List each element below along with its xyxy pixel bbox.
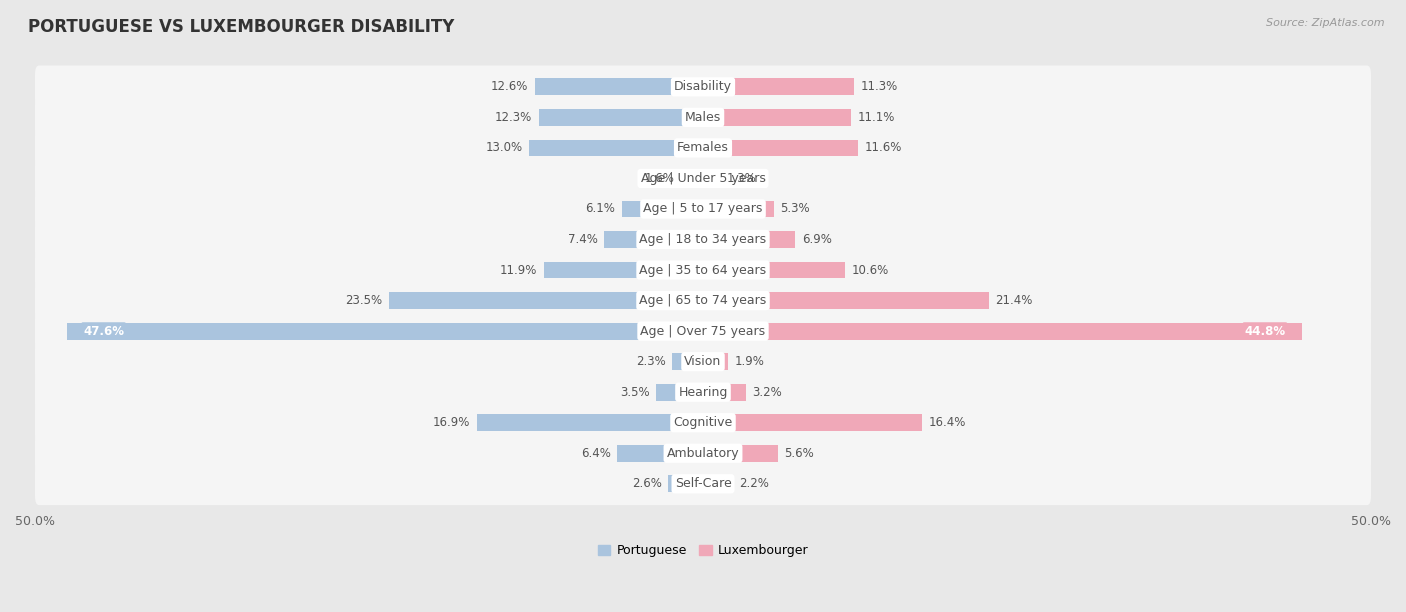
Bar <box>703 262 845 278</box>
Bar <box>617 445 703 461</box>
Bar <box>703 476 733 492</box>
Text: 1.6%: 1.6% <box>645 172 675 185</box>
Bar <box>605 231 703 248</box>
FancyBboxPatch shape <box>35 65 1371 108</box>
FancyBboxPatch shape <box>35 218 1371 261</box>
Bar <box>657 384 703 401</box>
Bar <box>682 170 703 187</box>
Text: Males: Males <box>685 111 721 124</box>
FancyBboxPatch shape <box>35 463 1371 505</box>
Text: 2.6%: 2.6% <box>631 477 662 490</box>
Text: Age | 18 to 34 years: Age | 18 to 34 years <box>640 233 766 246</box>
Bar <box>703 140 858 156</box>
Bar <box>703 353 728 370</box>
FancyBboxPatch shape <box>35 127 1371 170</box>
Text: 23.5%: 23.5% <box>346 294 382 307</box>
Text: Age | Over 75 years: Age | Over 75 years <box>641 324 765 338</box>
Bar <box>703 414 922 431</box>
Bar <box>534 78 703 95</box>
FancyBboxPatch shape <box>35 248 1371 291</box>
Text: Ambulatory: Ambulatory <box>666 447 740 460</box>
Bar <box>67 323 703 340</box>
Text: Females: Females <box>678 141 728 154</box>
Text: 2.2%: 2.2% <box>740 477 769 490</box>
Text: Cognitive: Cognitive <box>673 416 733 429</box>
Text: 5.6%: 5.6% <box>785 447 814 460</box>
Bar <box>529 140 703 156</box>
Text: 6.1%: 6.1% <box>585 203 614 215</box>
Bar <box>703 292 988 309</box>
Text: Hearing: Hearing <box>678 386 728 398</box>
FancyBboxPatch shape <box>35 188 1371 230</box>
Text: 3.5%: 3.5% <box>620 386 650 398</box>
Text: Age | 35 to 64 years: Age | 35 to 64 years <box>640 264 766 277</box>
Bar <box>389 292 703 309</box>
FancyBboxPatch shape <box>35 310 1371 353</box>
Text: 7.4%: 7.4% <box>568 233 598 246</box>
Bar <box>668 476 703 492</box>
Bar <box>621 201 703 217</box>
FancyBboxPatch shape <box>35 371 1371 414</box>
Text: 11.1%: 11.1% <box>858 111 896 124</box>
Text: 2.3%: 2.3% <box>636 355 665 368</box>
Text: 11.6%: 11.6% <box>865 141 903 154</box>
FancyBboxPatch shape <box>35 157 1371 200</box>
Bar <box>703 109 851 126</box>
Text: Vision: Vision <box>685 355 721 368</box>
FancyBboxPatch shape <box>35 96 1371 139</box>
Text: Age | 5 to 17 years: Age | 5 to 17 years <box>644 203 762 215</box>
Text: Age | Under 5 years: Age | Under 5 years <box>641 172 765 185</box>
Bar <box>703 231 796 248</box>
Text: Age | 65 to 74 years: Age | 65 to 74 years <box>640 294 766 307</box>
Text: 1.3%: 1.3% <box>727 172 756 185</box>
Text: 11.3%: 11.3% <box>860 80 898 94</box>
FancyBboxPatch shape <box>35 340 1371 383</box>
Bar <box>703 445 778 461</box>
Bar <box>703 384 745 401</box>
Bar <box>703 323 1302 340</box>
Text: 5.3%: 5.3% <box>780 203 810 215</box>
Bar <box>672 353 703 370</box>
Text: Disability: Disability <box>673 80 733 94</box>
Text: 16.4%: 16.4% <box>929 416 966 429</box>
Bar <box>703 170 720 187</box>
Bar <box>703 201 773 217</box>
Text: 6.9%: 6.9% <box>801 233 832 246</box>
Text: 10.6%: 10.6% <box>851 264 889 277</box>
Text: Self-Care: Self-Care <box>675 477 731 490</box>
FancyBboxPatch shape <box>35 401 1371 444</box>
Text: 1.9%: 1.9% <box>735 355 765 368</box>
Text: Source: ZipAtlas.com: Source: ZipAtlas.com <box>1267 18 1385 28</box>
Bar <box>538 109 703 126</box>
Legend: Portuguese, Luxembourger: Portuguese, Luxembourger <box>592 539 814 562</box>
Text: 11.9%: 11.9% <box>501 264 537 277</box>
Text: 12.6%: 12.6% <box>491 80 529 94</box>
FancyBboxPatch shape <box>35 279 1371 322</box>
Bar <box>703 78 853 95</box>
Text: PORTUGUESE VS LUXEMBOURGER DISABILITY: PORTUGUESE VS LUXEMBOURGER DISABILITY <box>28 18 454 36</box>
Text: 47.6%: 47.6% <box>83 324 124 338</box>
Text: 44.8%: 44.8% <box>1244 324 1285 338</box>
Text: 21.4%: 21.4% <box>995 294 1033 307</box>
Text: 13.0%: 13.0% <box>485 141 523 154</box>
Bar <box>477 414 703 431</box>
Text: 12.3%: 12.3% <box>495 111 531 124</box>
Text: 6.4%: 6.4% <box>581 447 610 460</box>
Text: 16.9%: 16.9% <box>433 416 471 429</box>
FancyBboxPatch shape <box>35 432 1371 475</box>
Text: 3.2%: 3.2% <box>752 386 782 398</box>
Bar <box>544 262 703 278</box>
